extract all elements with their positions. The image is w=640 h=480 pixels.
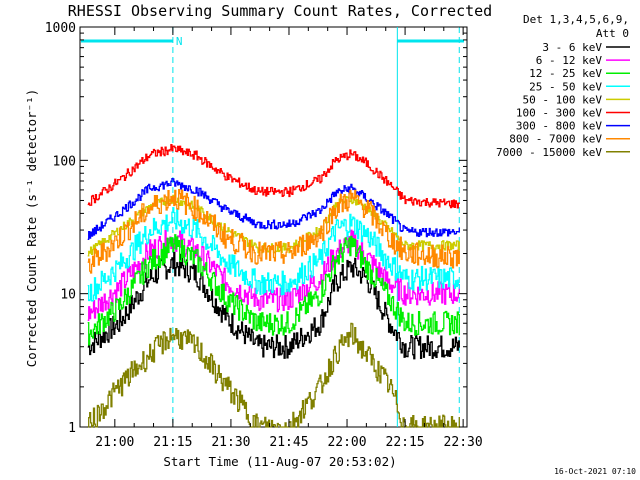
series-line — [87, 189, 460, 274]
x-tick-label: 21:00 — [95, 435, 134, 450]
y-tick-label: 1000 — [45, 21, 76, 36]
time-markers: N — [81, 27, 464, 427]
series-line — [87, 207, 460, 302]
series-line — [87, 322, 460, 428]
x-tick-label: 22:15 — [386, 435, 425, 450]
series-line — [87, 234, 460, 346]
x-axis-ticks: 21:00 21:15 21:30 21:45 22:00 22:15 22:30 — [95, 27, 483, 450]
legend-label: 50 - 100 keV — [523, 93, 603, 106]
legend-label: 7000 - 15000 keV — [496, 146, 602, 159]
y-tick-label: 10 — [60, 288, 76, 303]
series-line — [87, 177, 460, 241]
series-line — [87, 144, 460, 209]
x-tick-label: 22:30 — [444, 435, 483, 450]
y-axis-ticks: 1 10 100 1000 — [45, 21, 467, 436]
plot-frame — [79, 26, 468, 428]
legend-header-line-2: Att 0 — [596, 27, 629, 40]
legend-label: 25 - 50 keV — [529, 80, 602, 93]
x-axis-label: Start Time (11-Aug-07 20:53:02) — [163, 454, 396, 469]
x-tick-label: 21:30 — [211, 435, 250, 450]
legend-label: 800 - 7000 keV — [509, 133, 602, 146]
series-lines — [87, 144, 460, 428]
legend-label: 3 - 6 keV — [542, 41, 602, 54]
generation-timestamp: 16-Oct-2021 07:10 — [554, 467, 636, 476]
legend-label: 100 - 300 keV — [516, 107, 602, 120]
x-tick-label: 21:15 — [153, 435, 192, 450]
y-tick-label: 1 — [68, 421, 76, 436]
y-tick-label: 100 — [53, 154, 76, 169]
legend-label: 6 - 12 keV — [536, 54, 603, 67]
legend-label: 12 - 25 keV — [529, 67, 602, 80]
x-tick-label: 22:00 — [327, 435, 366, 450]
legend-label: 300 - 800 keV — [516, 120, 602, 133]
legend-header-line-1: Det 1,3,4,5,6,9, — [523, 13, 629, 26]
x-tick-label: 21:45 — [269, 435, 308, 450]
night-label: N — [176, 35, 183, 48]
y-axis-label: Corrected Count Rate (s⁻¹ detector⁻¹) — [24, 89, 39, 367]
series-line — [87, 251, 460, 360]
chart-title: RHESSI Observing Summary Count Rates, Co… — [68, 2, 492, 20]
